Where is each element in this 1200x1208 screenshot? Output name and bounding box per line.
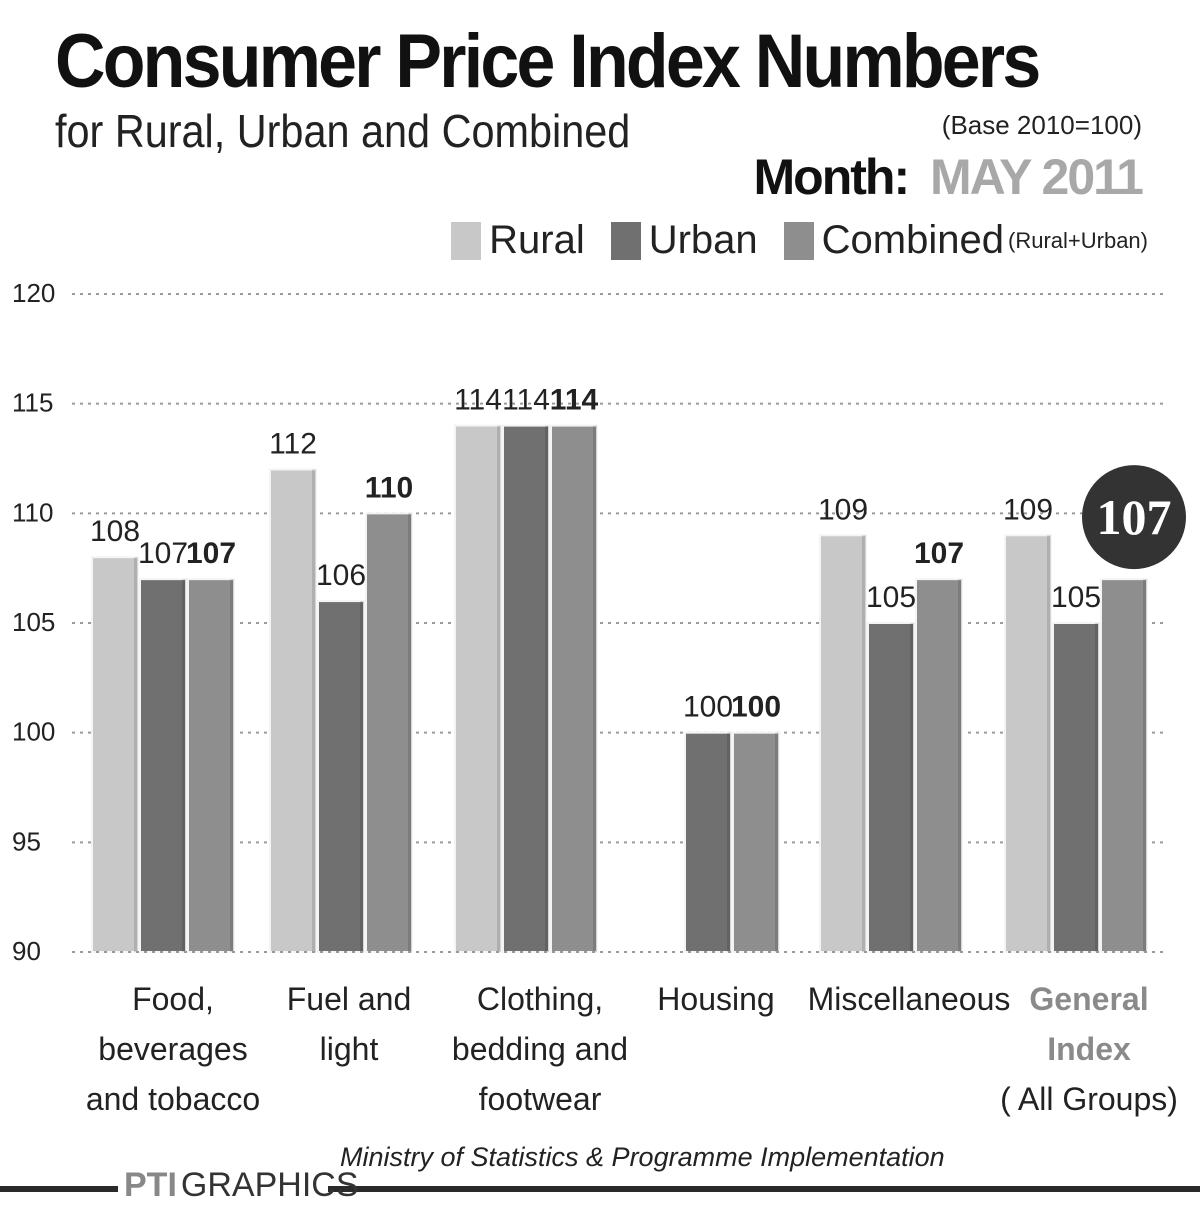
footer-rule-right	[328, 1186, 1200, 1192]
bar-urban	[502, 424, 550, 954]
category-label: General	[1029, 981, 1148, 1017]
data-label: 110	[365, 471, 413, 504]
y-tick-label: 100	[12, 717, 55, 747]
bar-shade	[1047, 535, 1051, 952]
category-label: light	[320, 1031, 379, 1067]
category-label: and tobacco	[86, 1081, 260, 1117]
data-label: 112	[269, 427, 317, 460]
bar-combined	[187, 578, 235, 954]
data-label: 107	[138, 537, 188, 570]
category-label: Fuel and	[287, 981, 412, 1017]
y-tick-label: 110	[12, 497, 53, 527]
footer-rule-left	[0, 1186, 118, 1192]
data-label: 106	[316, 559, 366, 592]
data-label: 100	[683, 691, 733, 724]
data-label: 105	[1051, 581, 1101, 614]
data-label: 108	[90, 515, 140, 548]
bar-shade	[182, 579, 186, 952]
bar-rural	[454, 424, 502, 954]
bar-combined	[1100, 578, 1148, 954]
bar-shade	[862, 535, 866, 952]
bar-urban	[317, 600, 365, 953]
y-tick-label: 105	[12, 607, 55, 637]
month-value: MAY 2011	[930, 149, 1144, 205]
chart-legend: Rural Urban Combined (Rural+Urban)	[425, 218, 1148, 263]
chart-title: Consumer Price Index Numbers	[55, 19, 1041, 104]
bar-rural	[819, 534, 867, 953]
category-label: Housing	[657, 981, 774, 1017]
bar-shade	[408, 513, 412, 952]
legend-label-rural: Rural	[489, 218, 585, 262]
category-label: ( All Groups)	[1000, 1081, 1178, 1117]
y-tick-label: 120	[12, 278, 55, 308]
bar-urban	[139, 578, 187, 954]
brand-pti: PTI	[124, 1166, 177, 1204]
data-label: 100	[731, 691, 781, 724]
legend-note-combined: (Rural+Urban)	[1008, 227, 1148, 253]
category-label: Food,	[132, 981, 214, 1017]
bar-combined	[550, 424, 598, 954]
bar-shade	[910, 623, 914, 952]
month-row: Month: MAY 2011	[753, 148, 1144, 206]
legend-item-combined: Combined (Rural+Urban)	[783, 218, 1148, 263]
bar-shade	[545, 425, 549, 953]
bar-rural	[269, 468, 317, 953]
bar-shade	[593, 425, 597, 953]
bar-rural	[1004, 534, 1052, 953]
y-tick-label: 95	[12, 826, 41, 856]
bar-shade	[312, 469, 316, 952]
legend-item-urban: Urban	[610, 218, 758, 263]
category-label: footwear	[479, 1081, 602, 1117]
data-label: 105	[866, 581, 916, 614]
bar-rural	[91, 556, 139, 953]
brand-graphics: GRAPHICS	[180, 1166, 359, 1204]
bar-urban	[684, 731, 732, 954]
legend-swatch-urban	[610, 221, 641, 260]
month-label: Month:	[753, 149, 911, 205]
legend-label-combined: Combined	[821, 218, 1004, 262]
legend-swatch-combined	[783, 221, 814, 260]
bar-shade	[775, 732, 779, 952]
bar-shade	[1143, 579, 1147, 952]
bar-combined	[365, 512, 413, 953]
source-credit: Ministry of Statistics & Programme Imple…	[340, 1142, 945, 1172]
bar-urban	[867, 622, 915, 953]
bar-shade	[497, 425, 501, 953]
bar-shade	[230, 579, 234, 952]
chart-subtitle: for Rural, Urban and Combined	[55, 105, 631, 157]
category-label: bedding and	[452, 1031, 628, 1067]
data-label: 109	[1003, 493, 1053, 526]
bar-shade	[134, 557, 138, 952]
cpi-bar-chart: 9095100105110115120108107107112106110114…	[12, 278, 1186, 1117]
data-label: 114	[550, 384, 599, 417]
data-label: 107	[186, 537, 236, 570]
bar-shade	[958, 579, 962, 952]
data-label: 114	[502, 384, 550, 417]
legend-item-rural: Rural	[451, 218, 585, 263]
bar-combined	[915, 578, 963, 954]
bar-shade	[727, 732, 731, 952]
data-label: 107	[914, 537, 964, 570]
base-note: (Base 2010=100)	[941, 110, 1142, 140]
y-tick-label: 115	[12, 388, 53, 418]
legend-swatch-rural	[451, 221, 482, 260]
legend-label-urban: Urban	[648, 218, 758, 262]
y-tick-label: 90	[12, 936, 41, 966]
category-label: Index	[1047, 1031, 1131, 1067]
brand-logo: PTI GRAPHICS	[124, 1166, 359, 1205]
category-label: Clothing,	[477, 981, 603, 1017]
data-label: 109	[818, 493, 868, 526]
bar-shade	[1095, 623, 1099, 952]
bar-urban	[1052, 622, 1100, 953]
bar-shade	[360, 601, 364, 952]
highlight-badge	[1082, 465, 1186, 570]
data-label: 114	[454, 384, 502, 417]
highlight-badge-label: 107	[1097, 489, 1172, 545]
category-label: Miscellaneous	[808, 981, 1011, 1017]
category-label: beverages	[98, 1031, 247, 1067]
bar-combined	[732, 731, 780, 954]
